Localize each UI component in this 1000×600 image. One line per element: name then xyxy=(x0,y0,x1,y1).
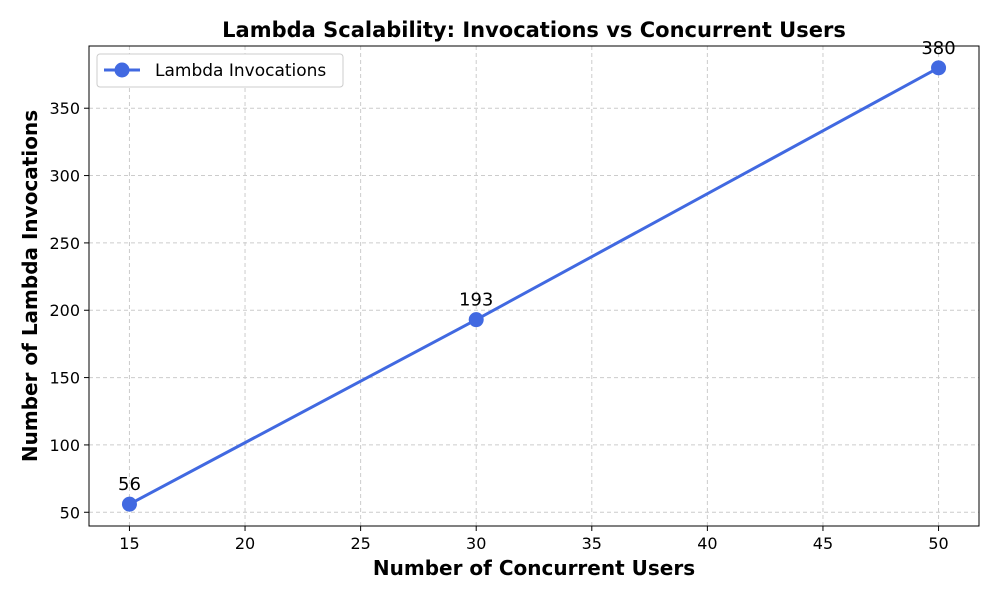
legend-entry-label: Lambda Invocations xyxy=(155,61,326,81)
data-point-marker xyxy=(121,496,137,512)
plot-frame xyxy=(88,45,980,527)
x-tick-label: 15 xyxy=(119,534,139,553)
legend-marker-swatch xyxy=(114,62,130,78)
x-tick-label: 25 xyxy=(350,534,370,553)
data-point-label: 193 xyxy=(459,290,493,311)
y-tick-label: 350 xyxy=(49,99,80,118)
x-tick-label: 45 xyxy=(813,534,833,553)
y-tick-label: 250 xyxy=(49,234,80,253)
legend: Lambda Invocations xyxy=(96,53,344,88)
x-tick-label: 40 xyxy=(697,534,717,553)
data-point-marker xyxy=(931,60,947,76)
y-tick-label: 50 xyxy=(60,503,80,522)
y-tick-label: 100 xyxy=(49,436,80,455)
y-axis-label: Number of Lambda Invocations xyxy=(18,110,42,462)
data-point-label: 56 xyxy=(118,474,141,495)
y-tick-label: 300 xyxy=(49,167,80,186)
y-axis-ticks: 50 100 150 200 250 300 350 xyxy=(49,99,89,522)
x-axis-ticks: 15 20 25 30 35 40 45 50 xyxy=(119,526,949,553)
x-tick-label: 35 xyxy=(582,534,602,553)
data-point-marker xyxy=(468,312,484,328)
x-tick-label: 20 xyxy=(235,534,255,553)
grid-lines xyxy=(89,46,979,526)
y-tick-label: 200 xyxy=(49,301,80,320)
series-markers-group xyxy=(121,60,947,512)
chart-title: Lambda Scalability: Invocations vs Concu… xyxy=(222,18,846,42)
x-axis-label: Number of Concurrent Users xyxy=(373,556,695,580)
x-tick-label: 50 xyxy=(928,534,948,553)
data-point-label: 380 xyxy=(921,38,955,59)
legend-box xyxy=(96,53,344,88)
x-tick-label: 30 xyxy=(466,534,486,553)
y-tick-label: 150 xyxy=(49,369,80,388)
data-labels-group: 56 193 380 xyxy=(118,38,956,495)
